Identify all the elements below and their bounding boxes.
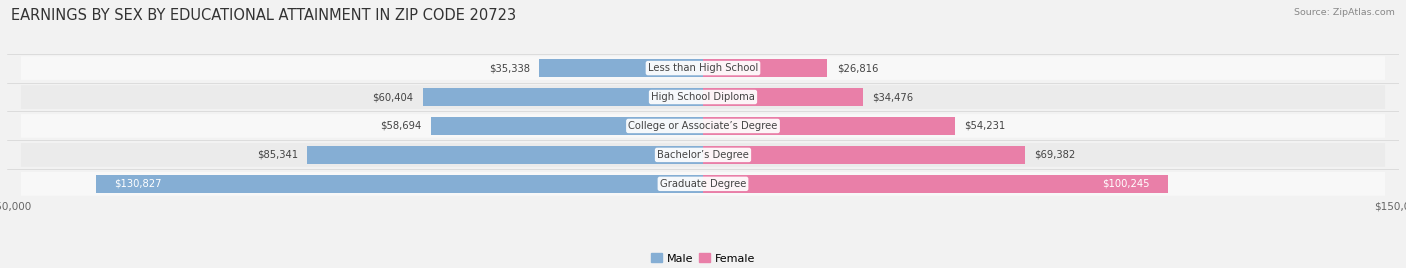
Text: EARNINGS BY SEX BY EDUCATIONAL ATTAINMENT IN ZIP CODE 20723: EARNINGS BY SEX BY EDUCATIONAL ATTAINMEN… [11,8,516,23]
Text: College or Associate’s Degree: College or Associate’s Degree [628,121,778,131]
FancyBboxPatch shape [21,172,1385,196]
FancyBboxPatch shape [21,143,1385,167]
Text: $60,404: $60,404 [373,92,413,102]
Bar [430,117,703,135]
Bar [703,175,1168,193]
Text: Graduate Degree: Graduate Degree [659,179,747,189]
Text: $130,827: $130,827 [114,179,162,189]
Text: $100,245: $100,245 [1102,179,1150,189]
FancyBboxPatch shape [21,85,1385,109]
Bar [423,88,703,106]
Text: Source: ZipAtlas.com: Source: ZipAtlas.com [1294,8,1395,17]
Text: High School Diploma: High School Diploma [651,92,755,102]
Text: $69,382: $69,382 [1035,150,1076,160]
Text: $34,476: $34,476 [872,92,914,102]
Bar [96,175,703,193]
Bar [307,146,703,164]
Text: Bachelor’s Degree: Bachelor’s Degree [657,150,749,160]
Bar [703,117,955,135]
Bar [703,88,863,106]
Legend: Male, Female: Male, Female [647,249,759,268]
Text: $35,338: $35,338 [489,63,530,73]
Bar [703,146,1025,164]
Text: $26,816: $26,816 [837,63,879,73]
Bar [703,59,827,77]
FancyBboxPatch shape [21,56,1385,80]
Text: Less than High School: Less than High School [648,63,758,73]
FancyBboxPatch shape [21,114,1385,138]
Text: $54,231: $54,231 [965,121,1005,131]
Bar [538,59,703,77]
Text: $85,341: $85,341 [257,150,298,160]
Text: $58,694: $58,694 [380,121,422,131]
